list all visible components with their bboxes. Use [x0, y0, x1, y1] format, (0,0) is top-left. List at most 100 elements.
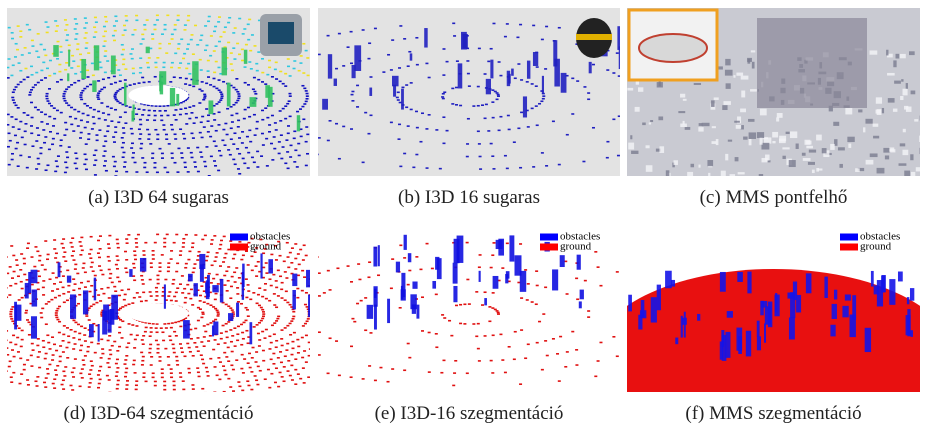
obstacle — [554, 58, 560, 87]
point — [41, 286, 45, 289]
point — [249, 140, 253, 143]
point — [99, 269, 103, 272]
point — [114, 91, 118, 94]
point — [186, 147, 190, 149]
point — [229, 138, 233, 141]
point — [120, 289, 124, 292]
point — [284, 85, 288, 87]
point — [441, 314, 445, 316]
point — [596, 266, 600, 268]
point — [232, 103, 236, 106]
point — [145, 176, 148, 178]
point — [184, 112, 188, 115]
point — [154, 61, 158, 64]
point — [361, 161, 365, 164]
point — [356, 302, 360, 305]
point — [51, 359, 55, 361]
obstacle — [159, 81, 164, 95]
point — [84, 32, 88, 34]
obstacle — [322, 98, 328, 110]
point — [477, 266, 481, 269]
point — [272, 333, 276, 336]
point — [123, 111, 127, 114]
point — [106, 130, 110, 133]
obstacle — [163, 284, 166, 309]
point — [102, 164, 106, 167]
point — [328, 337, 332, 340]
cloud-point — [782, 147, 790, 150]
cloud-point — [665, 170, 670, 176]
point — [305, 320, 309, 323]
point — [151, 258, 155, 260]
point — [135, 175, 139, 176]
obstacle — [373, 288, 377, 299]
point — [225, 270, 229, 273]
point — [48, 59, 52, 62]
point — [229, 307, 233, 309]
obstacle — [374, 304, 377, 330]
point — [213, 366, 217, 368]
point — [176, 14, 180, 17]
cloud-point — [901, 79, 904, 82]
point — [350, 281, 354, 283]
caption: (d) I3D-64 szegmentáció — [64, 403, 254, 424]
point — [22, 257, 26, 260]
point — [232, 32, 236, 34]
point — [520, 297, 524, 299]
point — [36, 338, 40, 340]
point — [44, 303, 48, 305]
point — [415, 256, 419, 258]
point — [134, 388, 138, 391]
point — [73, 268, 77, 270]
point — [451, 87, 455, 90]
legend-swatch — [840, 243, 858, 251]
point — [198, 294, 202, 297]
point — [104, 169, 108, 172]
point — [217, 79, 221, 81]
point — [43, 357, 47, 360]
point — [512, 141, 516, 144]
point — [139, 67, 143, 69]
obstacle — [401, 88, 404, 110]
point — [306, 318, 310, 320]
cloud-point — [627, 87, 634, 91]
point — [268, 59, 272, 62]
point — [499, 74, 503, 77]
obstacle — [424, 28, 428, 48]
point — [292, 331, 296, 334]
point — [248, 61, 252, 63]
point — [255, 379, 259, 382]
point — [148, 291, 152, 293]
point — [53, 248, 57, 250]
cloud-point — [711, 141, 717, 144]
point — [28, 94, 32, 96]
point — [483, 335, 487, 337]
point — [256, 293, 260, 296]
point — [302, 118, 306, 121]
point — [156, 233, 160, 236]
point — [65, 62, 69, 64]
point — [92, 154, 96, 156]
point — [542, 313, 546, 315]
point — [16, 25, 20, 27]
point — [37, 134, 41, 136]
point — [125, 170, 129, 173]
point — [245, 135, 249, 138]
obstacle — [870, 270, 874, 287]
point — [90, 364, 94, 367]
point — [171, 283, 175, 285]
point — [425, 128, 429, 130]
point — [612, 72, 616, 74]
point — [42, 280, 46, 282]
point — [196, 367, 200, 369]
point — [268, 278, 272, 281]
point — [13, 134, 17, 137]
obstacle — [656, 284, 661, 311]
point — [55, 349, 59, 352]
cloud-point — [748, 132, 756, 139]
point — [235, 112, 239, 115]
point — [153, 384, 157, 387]
point — [100, 88, 104, 91]
point — [127, 303, 131, 306]
point — [415, 63, 419, 66]
